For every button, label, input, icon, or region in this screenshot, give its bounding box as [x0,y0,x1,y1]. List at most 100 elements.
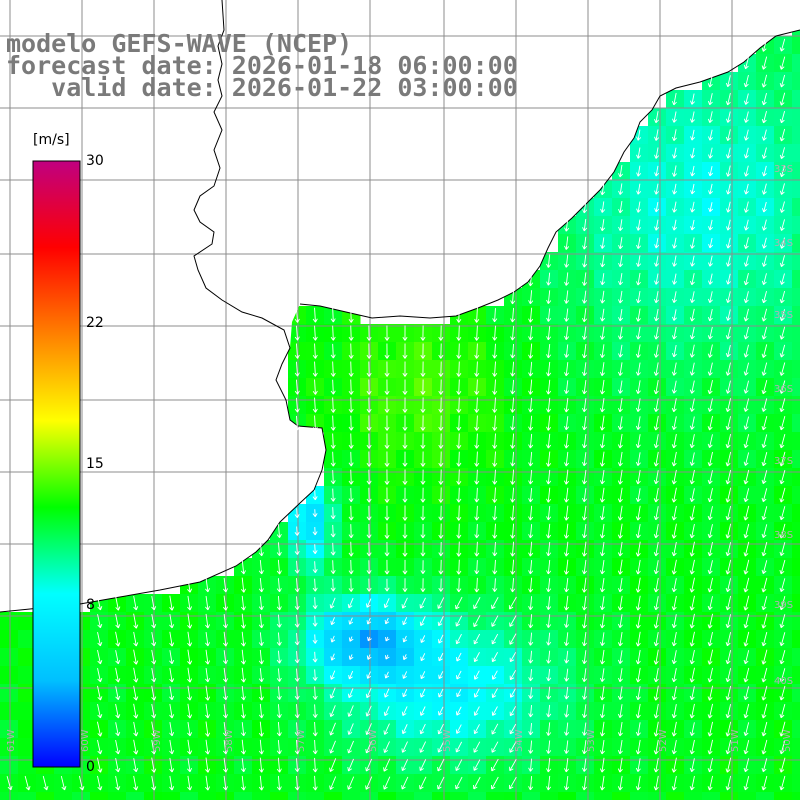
wind-arrow [707,524,713,539]
field-cell [90,792,109,800]
field-cell [0,720,19,739]
wind-arrow [653,524,659,539]
wind-arrow [779,649,786,665]
wind-arrow [115,667,121,683]
field-cell [612,792,631,800]
wind-arrow [366,654,372,660]
wind-arrow [510,541,516,557]
wind-arrow [438,487,444,503]
wind-arrow [528,290,534,305]
lon-label: 51W [730,729,741,752]
wind-arrow [437,597,445,609]
wind-arrow [365,776,373,790]
wind-arrow [492,433,498,449]
wind-arrow [599,379,605,395]
wind-arrow [689,758,695,773]
wind-arrow [330,507,336,520]
lon-label: 61W [6,729,17,752]
wind-arrow [222,631,229,647]
wind-arrow [383,758,391,772]
wind-arrow [708,237,714,249]
wind-arrow [97,668,103,683]
wind-arrow [510,343,516,359]
wind-arrow [222,667,228,683]
wind-arrow [581,559,587,575]
wind-arrow [330,670,336,680]
wind-arrow [636,201,642,213]
wind-arrow [6,776,13,791]
wind-arrow [312,490,318,501]
wind-arrow [743,201,749,213]
wind-arrow [725,92,731,106]
wind-arrow [582,452,588,467]
wind-arrow [438,634,444,644]
field-cell [0,792,19,800]
wind-arrow [151,721,157,737]
wind-arrow [420,397,426,413]
wind-arrow [564,451,570,467]
wind-arrow [347,723,354,735]
wind-arrow [402,433,408,449]
wind-arrow [653,703,659,719]
wind-arrow [725,704,732,719]
wind-arrow [582,722,588,736]
wind-arrow [761,398,768,412]
wind-arrow [635,505,641,521]
wind-arrow [761,667,768,683]
wind-arrow [635,559,641,575]
wind-arrow [725,685,732,701]
wind-arrow [599,685,605,701]
wind-arrow [258,632,264,646]
field-cell [18,630,37,649]
wind-arrow [491,615,499,627]
wind-arrow [743,57,749,70]
wind-arrow [546,669,552,682]
wind-arrow [474,577,480,593]
wind-arrow [528,505,534,521]
field-cell [792,702,800,721]
wind-arrow [546,523,552,539]
wind-arrow [456,451,462,467]
wind-arrow [366,617,372,625]
wind-arrow [653,775,659,791]
wind-arrow [564,236,570,250]
wind-arrow [402,541,408,557]
wind-arrow [366,598,372,608]
wind-arrow [276,524,282,539]
wind-arrow [582,326,588,340]
lat-label: 37S [774,456,793,467]
wind-arrow [636,183,642,195]
wind-arrow [707,93,713,106]
wind-arrow [599,523,605,539]
wind-arrow [707,344,713,358]
wind-arrow [169,631,175,647]
wind-arrow [689,398,695,412]
wind-arrow [115,650,121,665]
wind-arrow [492,343,498,359]
wind-arrow [456,325,462,341]
wind-arrow [240,667,246,683]
wind-arrow [401,724,408,735]
wind-arrow [689,649,695,665]
field-cell [792,72,800,91]
wind-arrow [455,596,463,610]
wind-arrow [707,649,714,665]
wind-arrow [420,541,426,557]
field-cell [792,144,800,163]
field-cell [792,450,800,469]
wind-arrow [690,255,696,267]
field-cell [792,648,800,667]
field-cell [792,738,800,757]
wind-arrow [564,380,570,394]
wind-arrow [564,740,570,754]
wind-arrow [456,559,462,575]
wind-arrow [330,307,336,323]
wind-arrow [635,308,641,322]
wind-arrow [690,111,695,123]
wind-arrow [492,325,498,341]
wind-arrow [473,615,481,628]
wind-arrow [654,129,660,141]
wind-arrow [743,362,750,376]
wind-arrow [726,219,731,231]
wind-arrow [240,595,246,611]
